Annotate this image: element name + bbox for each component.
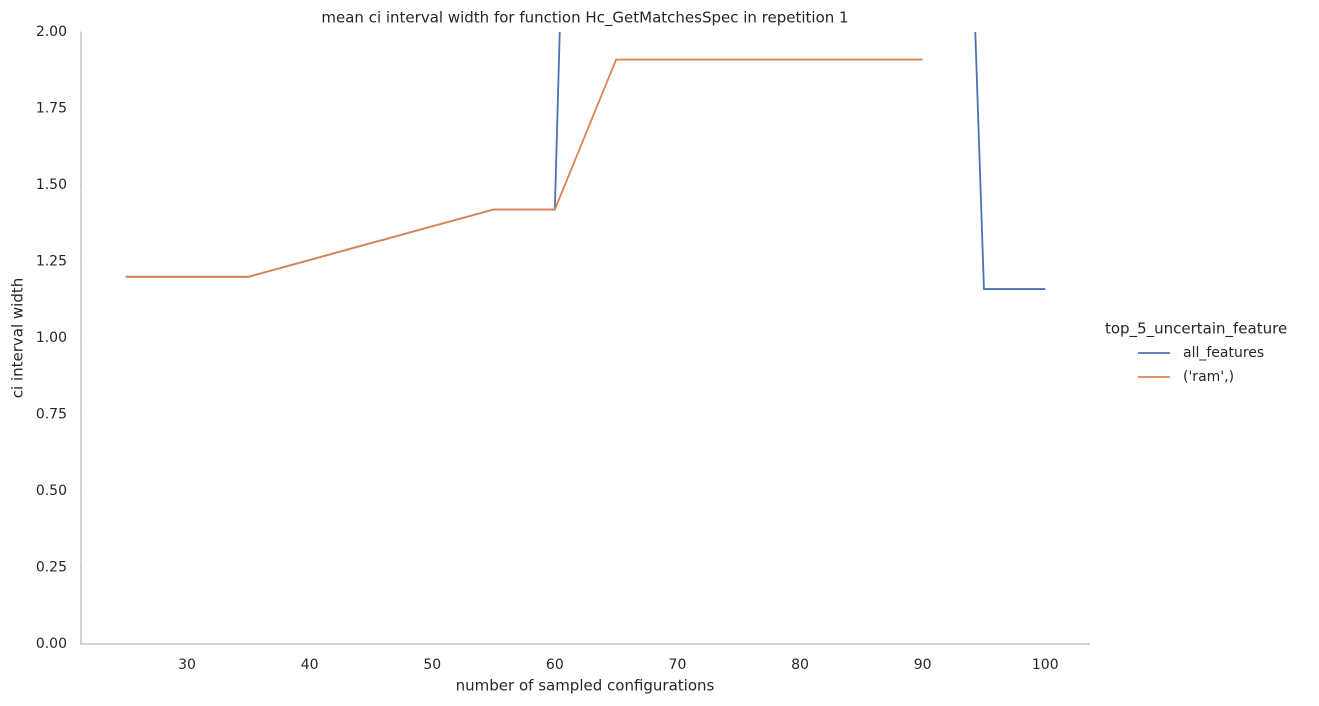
y-tick-label: 0.00 <box>36 636 67 652</box>
legend-label: all_features <box>1183 345 1264 361</box>
x-tick-label: 40 <box>301 657 319 673</box>
y-tick-label: 0.75 <box>36 407 67 423</box>
x-tick-label: 90 <box>914 657 932 673</box>
series-line <box>125 32 1046 290</box>
chart-title: mean ci interval width for function Hc_G… <box>321 9 848 28</box>
y-axis-label: ci interval width <box>9 278 27 398</box>
x-tick-label: 30 <box>178 657 196 673</box>
y-tick-label: 1.25 <box>36 254 67 270</box>
y-tick-label: 0.25 <box>36 560 67 576</box>
y-tick-label: 1.75 <box>36 101 67 117</box>
x-tick-label: 70 <box>669 657 687 673</box>
x-tick-label: 50 <box>423 657 441 673</box>
x-tick-label: 80 <box>791 657 809 673</box>
x-tick-label: 100 <box>1032 657 1059 673</box>
series-line <box>125 58 923 278</box>
legend-title: top_5_uncertain_feature <box>1105 320 1287 339</box>
y-tick-label: 2.00 <box>36 24 67 40</box>
y-tick-label: 0.50 <box>36 483 67 499</box>
x-tick-label: 60 <box>546 657 564 673</box>
legend-label: ('ram',) <box>1183 369 1234 385</box>
plot-area <box>125 32 1046 290</box>
y-tick-label: 1.50 <box>36 177 67 193</box>
x-axis-label: number of sampled configurations <box>456 677 715 695</box>
y-tick-label: 1.00 <box>36 330 67 346</box>
